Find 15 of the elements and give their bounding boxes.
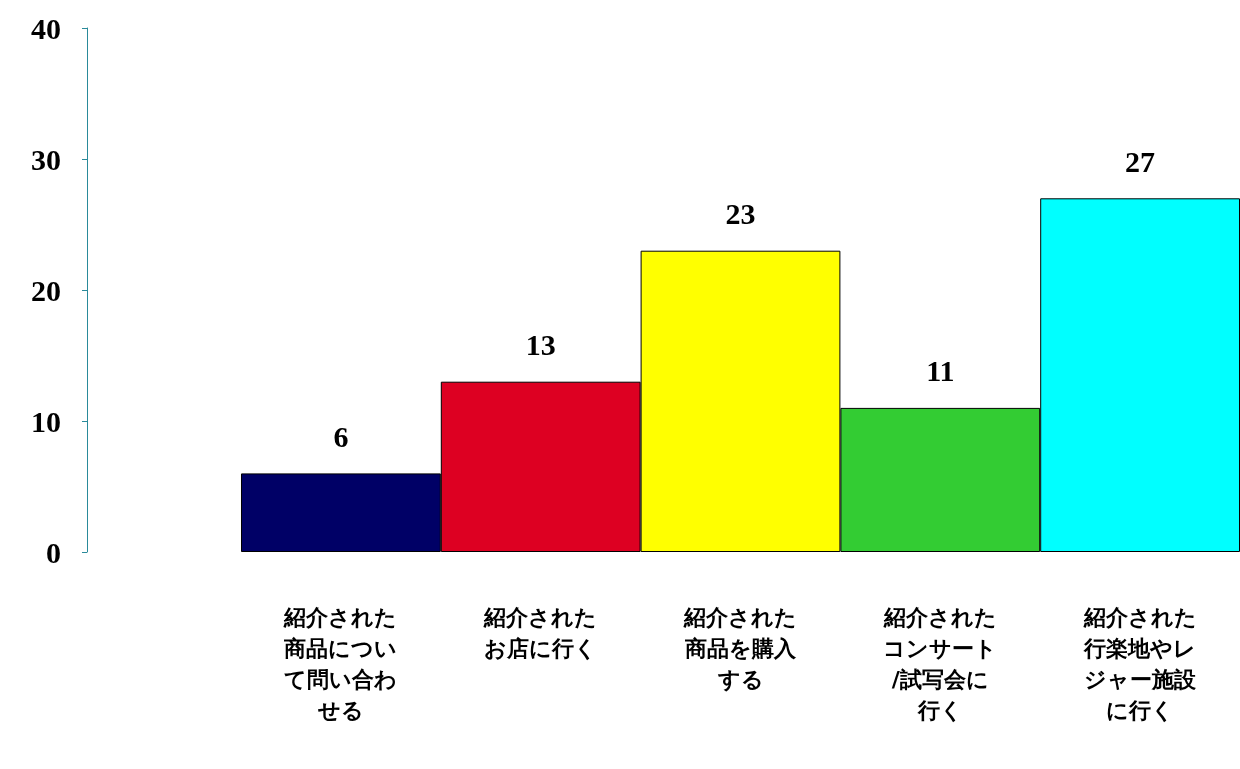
data-label: 27 [1125, 144, 1156, 178]
y-tick-label: 10 [31, 404, 61, 438]
x-tick-label: 紹介されたコンサート/試写会に行く [882, 605, 998, 723]
data-label: 6 [333, 419, 349, 453]
y-tick-label: 0 [46, 535, 61, 569]
data-label: 23 [725, 197, 756, 231]
data-label: 13 [525, 328, 556, 362]
x-tick-label: 紹介された商品について問い合わせる [283, 605, 398, 723]
y-tick-label: 40 [31, 11, 61, 45]
x-tick-label: 紹介されたお店に行く [483, 605, 598, 661]
x-tick-label: 紹介された商品を購入する [683, 605, 797, 692]
x-tick-label: 紹介された行楽地やレジャー施設に行く [1082, 605, 1198, 723]
y-tick-label: 30 [31, 142, 61, 176]
data-label: 11 [926, 354, 955, 388]
y-tick-label: 20 [31, 273, 61, 307]
